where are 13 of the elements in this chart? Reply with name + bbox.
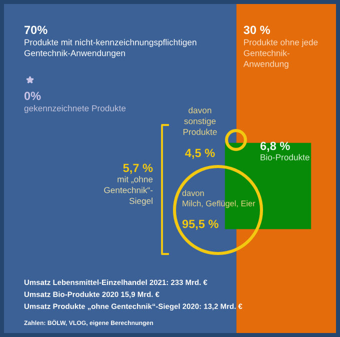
data-label: 4,5 %: [185, 148, 215, 159]
category-label: davon sonstige Produkte: [183, 107, 217, 135]
data-label: 30 %: [244, 26, 270, 34]
data-label: 6,8 %: [260, 142, 290, 152]
category-label: Bio-Produkte: [260, 154, 310, 160]
category-label: Produkte mit nicht-kennzeichnungspflichtigen Gentechnik-Anwendungen: [24, 39, 196, 58]
data-label: 95,5 %: [182, 220, 218, 230]
data-label: 5,7 %: [123, 164, 153, 174]
data-label: 0%: [24, 92, 41, 100]
data-label: 70%: [24, 26, 48, 34]
category-label: Produkte ohne jede Gentechnik- Anwendung: [243, 39, 318, 69]
category-label: gekennzeichnete Produkte: [24, 105, 126, 114]
category-label: mit „ohne Gentechnik“- Siegel: [104, 176, 153, 206]
